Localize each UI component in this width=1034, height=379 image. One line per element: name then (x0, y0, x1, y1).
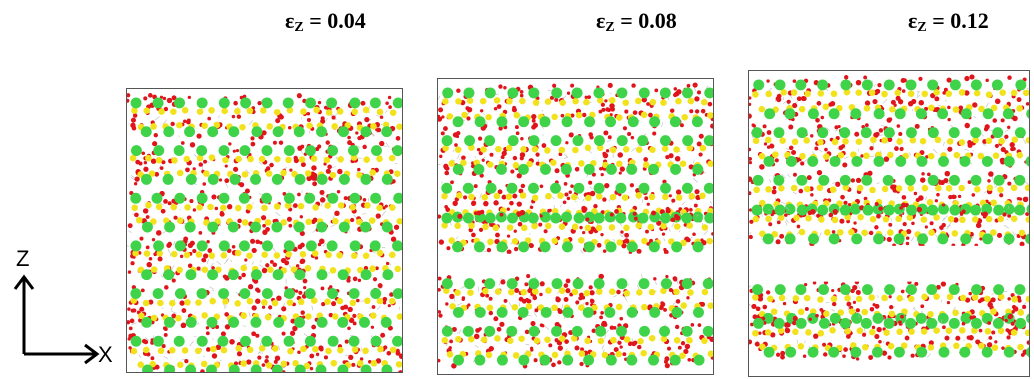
structure-panel-1 (126, 88, 403, 373)
axis-arrows (13, 274, 100, 365)
atomic-structure-3 (749, 74, 1029, 361)
atomic-structure-1 (127, 93, 402, 372)
panel-title-1: εZ = 0.04 (285, 8, 366, 35)
x-axis-label: X (98, 342, 113, 367)
structure-panel-2 (437, 78, 714, 375)
axis-indicator: Z X (8, 246, 128, 371)
z-axis-label: Z (16, 246, 30, 271)
atomic-structure-2 (438, 82, 713, 369)
panel-title-3: εZ = 0.12 (908, 8, 989, 35)
structure-panel-3 (748, 70, 1030, 377)
panel-title-2: εZ = 0.08 (596, 8, 677, 35)
